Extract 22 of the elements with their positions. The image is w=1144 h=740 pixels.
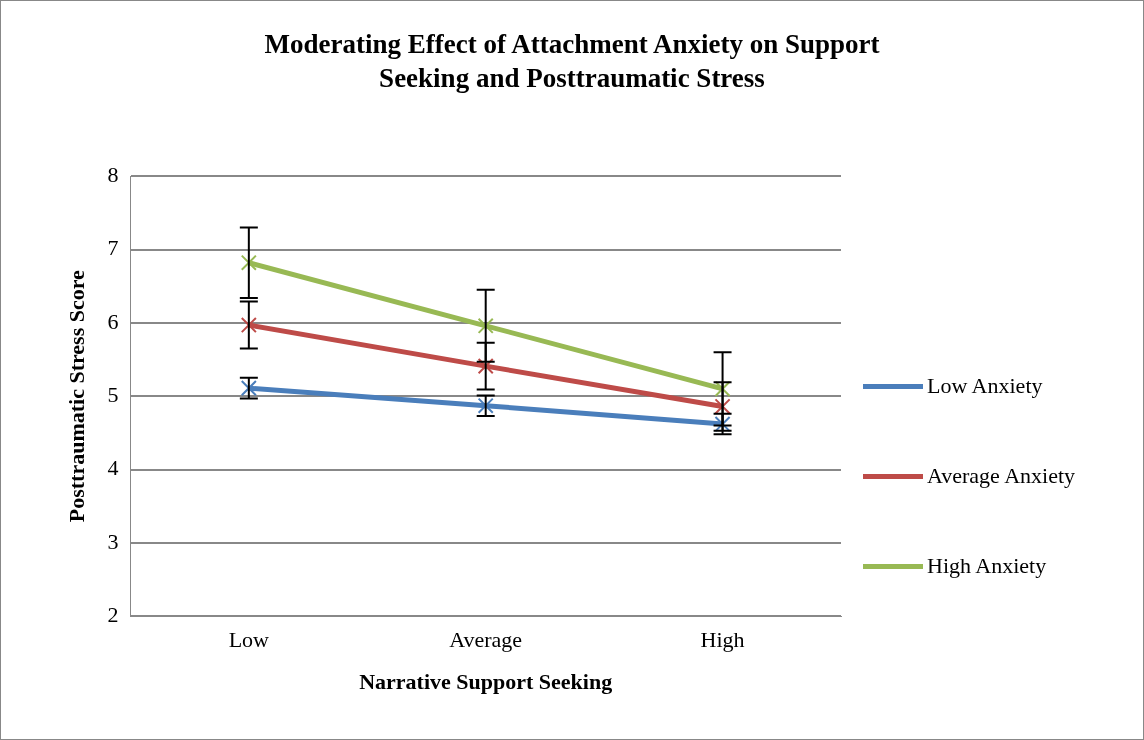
x-axis-title: Narrative Support Seeking xyxy=(359,669,613,695)
point xyxy=(477,358,494,375)
x-tick-label: Low xyxy=(228,627,270,653)
y-tick-label: 8 xyxy=(107,161,119,187)
y-tick-label: 3 xyxy=(107,528,119,554)
point xyxy=(240,254,257,271)
point xyxy=(714,398,731,415)
legend-label: Average Anxiety xyxy=(927,463,1076,489)
point xyxy=(240,317,257,334)
x-tick-label: High xyxy=(700,627,745,653)
point xyxy=(477,317,494,334)
legend-label: Low Anxiety xyxy=(927,373,1043,399)
y-tick-label: 7 xyxy=(107,235,119,261)
y-tick-label: 4 xyxy=(107,455,119,481)
y-axis-title: Posttraumatic Stress Score xyxy=(63,269,89,523)
point xyxy=(714,380,731,397)
y-tick-label: 6 xyxy=(107,308,119,334)
y-tick-label: 2 xyxy=(107,601,119,627)
y-tick-label: 5 xyxy=(107,381,119,407)
x-tick-label: Average xyxy=(449,627,523,653)
chart-title: Moderating Effect of Attachment Anxiety on Support Seeking and Posttraumatic Stress xyxy=(263,28,881,95)
legend-label: High Anxiety xyxy=(927,553,1047,579)
